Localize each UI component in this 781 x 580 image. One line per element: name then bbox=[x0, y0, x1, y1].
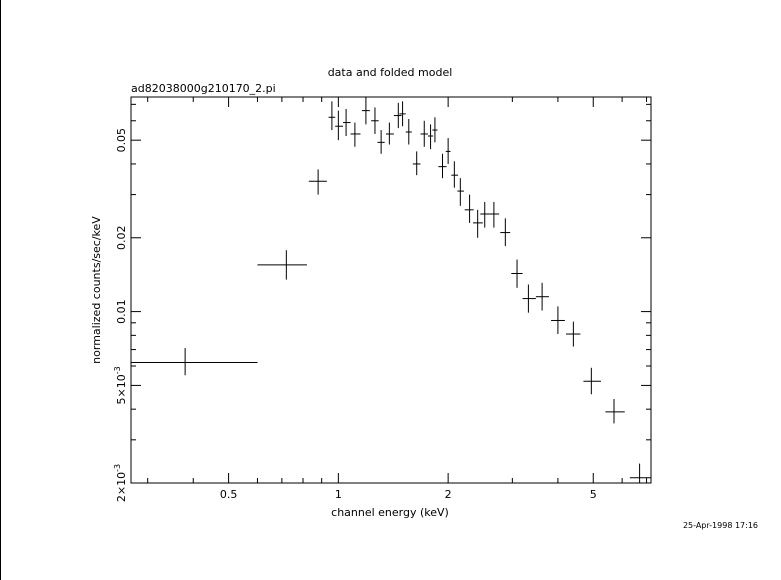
x-tick-label: 5 bbox=[590, 488, 597, 501]
data-point bbox=[257, 250, 307, 280]
data-point bbox=[371, 107, 379, 134]
data-point bbox=[405, 119, 412, 145]
data-point bbox=[511, 259, 523, 288]
data-points bbox=[131, 97, 651, 483]
page-left-border bbox=[0, 0, 1, 580]
data-point bbox=[605, 399, 625, 424]
chart-title: data and folded model bbox=[328, 66, 453, 79]
data-point bbox=[438, 153, 447, 179]
y-tick-label: 0.05 bbox=[115, 128, 128, 153]
x-axis-label: channel energy (keV) bbox=[331, 506, 449, 519]
data-point bbox=[432, 117, 438, 143]
data-point bbox=[583, 367, 601, 395]
axis-tick-labels: 0.5 1 2 5 2×10-3 5×10-3 0.01 0.02 0.05 bbox=[113, 128, 597, 502]
x-tick-label: 2 bbox=[445, 488, 452, 501]
data-point bbox=[473, 209, 483, 238]
y-tick-label: 0.01 bbox=[115, 299, 128, 324]
data-point bbox=[566, 321, 581, 347]
chart-subtitle: ad82038000g210170_2.pi bbox=[131, 82, 276, 95]
y-tick-label: 5×10-3 bbox=[113, 366, 128, 404]
data-point bbox=[393, 102, 402, 129]
data-point bbox=[412, 151, 421, 176]
data-point bbox=[464, 194, 474, 223]
axis-ticks bbox=[131, 97, 651, 484]
data-point bbox=[335, 110, 344, 141]
data-point bbox=[420, 120, 428, 147]
x-tick-label: 0.5 bbox=[220, 488, 238, 501]
data-point bbox=[377, 130, 385, 154]
data-point bbox=[328, 101, 336, 131]
x-tick-label: 1 bbox=[335, 488, 342, 501]
data-point bbox=[480, 201, 490, 228]
data-point bbox=[350, 122, 361, 147]
y-tick-label: 0.02 bbox=[115, 226, 128, 251]
data-point bbox=[427, 124, 434, 150]
plot-frame bbox=[130, 96, 652, 484]
data-point bbox=[399, 101, 406, 127]
data-point bbox=[500, 218, 511, 247]
data-point bbox=[457, 178, 464, 206]
data-point bbox=[451, 161, 459, 188]
data-point bbox=[361, 97, 370, 125]
y-axis-label: normalized counts/sec/keV bbox=[90, 216, 103, 364]
data-point bbox=[385, 122, 394, 145]
data-point bbox=[522, 284, 536, 313]
data-point bbox=[535, 282, 549, 311]
timestamp: 25-Apr-1998 17:16 bbox=[683, 521, 758, 530]
data-point bbox=[488, 201, 500, 228]
data-point bbox=[445, 138, 451, 164]
data-point bbox=[343, 109, 351, 137]
data-point bbox=[131, 348, 258, 376]
data-point bbox=[551, 306, 565, 335]
data-point bbox=[629, 463, 651, 483]
data-point bbox=[308, 169, 327, 195]
y-tick-label: 2×10-3 bbox=[113, 464, 128, 502]
